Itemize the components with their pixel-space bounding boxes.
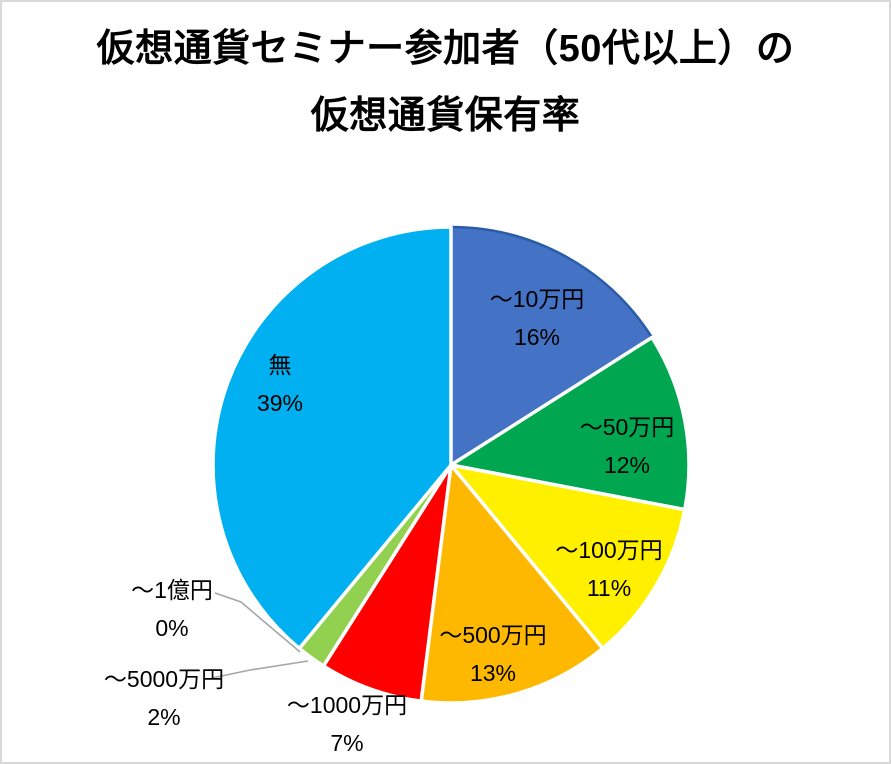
slice-label-none-name: 無 — [268, 352, 292, 378]
slice-label-100man: ～100万円 11% — [555, 531, 662, 607]
chart-title-line2: 仮想通貨保有率 — [310, 95, 581, 137]
pie-slice-0 — [449, 225, 654, 467]
slice-label-5000man-name: ～5000万円 — [103, 666, 225, 692]
slice-label-50man: ～50万円 12% — [580, 408, 675, 484]
slice-label-1oku-name: ～1億円 — [131, 577, 213, 603]
slice-label-1000man: ～1000万円 7% — [287, 686, 407, 762]
leader-line-5000man — [211, 660, 309, 679]
slice-label-10man-name: ～10万円 — [489, 286, 585, 312]
slice-label-100man-pct: 11% — [586, 575, 632, 601]
slice-label-1oku: ～1億円 0% — [131, 571, 213, 647]
slice-label-500man-pct: 13% — [469, 660, 517, 686]
chart-title: 仮想通貨セミナー参加者（50代以上）の 仮想通貨保有率 — [2, 16, 889, 150]
pie-slice-7 — [211, 225, 453, 651]
pie-slice-2 — [449, 463, 687, 651]
slice-label-5000man: ～5000万円 2% — [104, 660, 224, 736]
slice-label-none-pct: 39% — [256, 390, 304, 416]
slice-label-50man-name: ～50万円 — [579, 414, 675, 440]
leader-line-1oku — [214, 592, 301, 653]
slice-label-10man: ～10万円 16% — [490, 280, 585, 356]
slice-label-1000man-name: ～1000万円 — [286, 692, 408, 718]
slice-label-1000man-pct: 7% — [330, 730, 364, 756]
pie-wedges — [211, 225, 691, 705]
chart-title-line1: 仮想通貨セミナー参加者（50代以上）の — [96, 28, 795, 70]
slice-label-none: 無 39% — [257, 346, 303, 422]
pie-slice-3 — [419, 463, 605, 705]
slice-label-10man-pct: 16% — [513, 324, 561, 350]
slice-label-50man-pct: 12% — [603, 452, 651, 478]
slice-label-500man: ～500万円 13% — [439, 616, 546, 692]
slice-label-500man-name: ～500万円 — [439, 622, 547, 648]
slice-label-1oku-pct: 0% — [155, 615, 189, 641]
pie-slice-1 — [449, 335, 691, 512]
pie-slice-4 — [321, 463, 453, 703]
slice-label-5000man-pct: 2% — [147, 704, 181, 730]
slice-label-100man-name: ～100万円 — [555, 537, 663, 563]
